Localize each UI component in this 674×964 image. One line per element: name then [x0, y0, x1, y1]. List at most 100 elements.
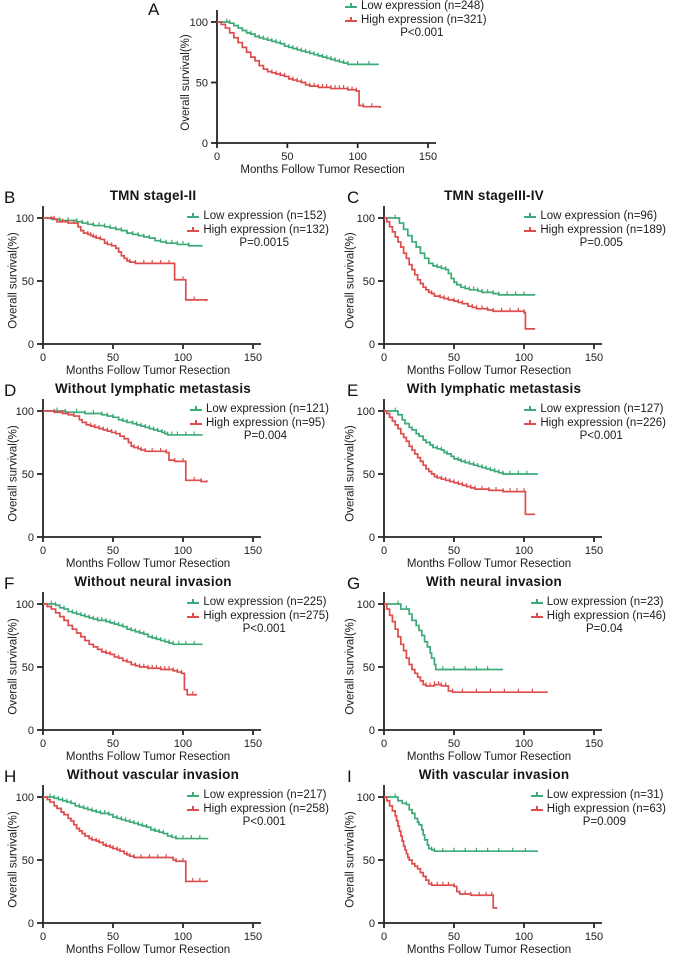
- km-panel-H: H Without vascular invasion 0 50 100 0 50 100…: [0, 765, 337, 964]
- p-value: P=0.005: [579, 237, 623, 249]
- km-curve-low: [217, 18, 379, 66]
- x-tick-label: 0: [40, 545, 46, 557]
- panel-letter: H: [4, 767, 17, 786]
- y-axis-label: Overall survival(%): [344, 232, 357, 329]
- y-tick-label: 0: [202, 138, 208, 150]
- km-plot: 0 50 100 0 50 100 150 Months Follow Tumor Resec…: [357, 592, 603, 763]
- x-axis-label: Months Follow Tumor Resection: [407, 365, 571, 377]
- x-tick-label: 100: [515, 352, 533, 364]
- low-curve-marker-icon: [524, 405, 537, 414]
- p-value: P=0.04: [586, 623, 623, 635]
- legend: Low expression (n=217) High expression (…: [187, 789, 329, 830]
- x-axis-label: Months Follow Tumor Resection: [66, 944, 230, 956]
- x-axis-label: Months Follow Tumor Resection: [240, 164, 404, 176]
- legend-label-low: Low expression (n=23): [546, 596, 664, 608]
- legend-label-high: High expression (n=258): [203, 802, 329, 815]
- low-curve-marker-icon: [530, 598, 544, 607]
- y-tick-label: 100: [357, 213, 375, 225]
- y-tick-label: 100: [357, 406, 375, 418]
- legend-item-high: High expression (n=132): [187, 224, 329, 238]
- high-curve-marker-icon: [187, 226, 200, 235]
- high-curve-marker-icon: [530, 612, 544, 621]
- legend-label-high: High expression (n=189): [540, 223, 666, 236]
- y-tick-label: 50: [363, 855, 375, 867]
- legend-item-low: Low expression (n=127): [524, 403, 666, 417]
- legend-label-high: High expression (n=95): [205, 416, 326, 429]
- x-axis-label: Months Follow Tumor Resection: [66, 558, 230, 570]
- km-curve-high: [43, 603, 197, 696]
- axes: [378, 785, 602, 928]
- x-tick-label: 150: [585, 545, 603, 557]
- y-tick-label: 100: [16, 406, 34, 418]
- panel-letter: C: [347, 188, 360, 207]
- km-curve-high: [384, 796, 498, 909]
- km-plot: 0 50 100 0 50 100 150 Months Follow Tumor Resec…: [16, 206, 262, 377]
- legend: Low expression (n=225) High expression (…: [187, 596, 329, 637]
- x-tick-label: 150: [244, 352, 262, 364]
- y-tick-label: 0: [369, 339, 375, 351]
- high-curve-marker-icon: [187, 805, 200, 814]
- km-plot: 0 50 100 0 50 100 150 Months Follow Tumor Resec…: [190, 10, 437, 176]
- km-panel-A: A 0 50 100 0 50 100 150 Months Follow Tumor Res…: [140, 0, 674, 186]
- km-curve-high: [43, 215, 208, 302]
- panel-title: With neural invasion: [426, 574, 562, 589]
- y-tick-label: 50: [363, 662, 375, 674]
- legend-item-low: Low expression (n=96): [524, 210, 666, 224]
- legend-item-low: Low expression (n=23): [530, 596, 666, 610]
- legend-item-low: Low expression (n=152): [187, 210, 329, 224]
- legend-label-low: Low expression (n=248): [361, 0, 485, 12]
- legend-item-high: High expression (n=46): [530, 610, 666, 624]
- legend-item-low: Low expression (n=217): [187, 789, 329, 803]
- x-axis-label: Months Follow Tumor Resection: [407, 944, 571, 956]
- panel-title: TMN stageI-II: [109, 188, 197, 203]
- axes: [37, 206, 261, 349]
- legend: Low expression (n=248) High expression (…: [345, 0, 487, 41]
- x-tick-label: 150: [244, 738, 262, 750]
- y-tick-label: 50: [363, 276, 375, 288]
- x-tick-label: 50: [448, 931, 460, 943]
- legend: Low expression (n=31) High expression (n…: [530, 789, 666, 830]
- y-tick-label: 0: [369, 918, 375, 930]
- legend-label-high: High expression (n=226): [540, 416, 666, 429]
- y-tick-label: 0: [369, 725, 375, 737]
- legend: Low expression (n=152) High expression (…: [187, 210, 329, 251]
- legend-item-low: Low expression (n=248): [345, 0, 487, 14]
- low-curve-marker-icon: [189, 405, 203, 414]
- km-panel-I: I With vascular invasion 0 50 100 0 50 100 150…: [337, 765, 674, 964]
- y-tick-label: 50: [22, 855, 34, 867]
- x-tick-label: 0: [381, 545, 387, 557]
- km-curve-high: [43, 408, 208, 483]
- y-axis-label: Overall survival(%): [344, 618, 357, 715]
- y-tick-label: 0: [369, 532, 375, 544]
- km-panel-D: D Without lymphatic metastasis 0 50 100 0 50…: [0, 379, 337, 578]
- low-curve-marker-icon: [187, 598, 200, 607]
- km-curve-low: [384, 600, 503, 671]
- km-plot: 0 50 100 0 50 100 150 Months Follow Tumor Resec…: [16, 592, 262, 763]
- legend: Low expression (n=127) High expression (…: [524, 403, 666, 444]
- km-curve-low: [384, 214, 536, 296]
- x-tick-label: 50: [448, 545, 460, 557]
- km-panel-G: G With neural invasion 0 50 100 0 50 100 150 Mo…: [337, 572, 674, 771]
- x-tick-label: 150: [244, 931, 262, 943]
- x-tick-label: 0: [381, 738, 387, 750]
- legend-item-low: Low expression (n=31): [530, 789, 666, 803]
- legend-label-high: High expression (n=275): [203, 609, 329, 622]
- km-curve-high: [384, 603, 548, 694]
- panel-title: With vascular invasion: [418, 767, 570, 782]
- x-tick-label: 50: [448, 738, 460, 750]
- panel-title: Without lymphatic metastasis: [54, 381, 252, 396]
- legend: Low expression (n=121) High expression (…: [189, 403, 329, 444]
- panel-letter: D: [4, 381, 17, 400]
- panel-title: With lymphatic metastasis: [406, 381, 582, 396]
- high-curve-marker-icon: [345, 16, 358, 25]
- y-axis-label: Overall survival(%): [7, 425, 20, 522]
- x-axis-label: Months Follow Tumor Resection: [66, 751, 230, 763]
- p-value: P=0.009: [582, 816, 626, 828]
- axes: [378, 206, 602, 349]
- y-axis-label: Overall survival(%): [179, 33, 192, 131]
- x-tick-label: 100: [515, 545, 533, 557]
- x-tick-label: 150: [419, 151, 437, 163]
- p-value: P<0.001: [579, 430, 623, 442]
- km-curve-low: [43, 407, 203, 436]
- y-axis-label: Overall survival(%): [7, 232, 20, 329]
